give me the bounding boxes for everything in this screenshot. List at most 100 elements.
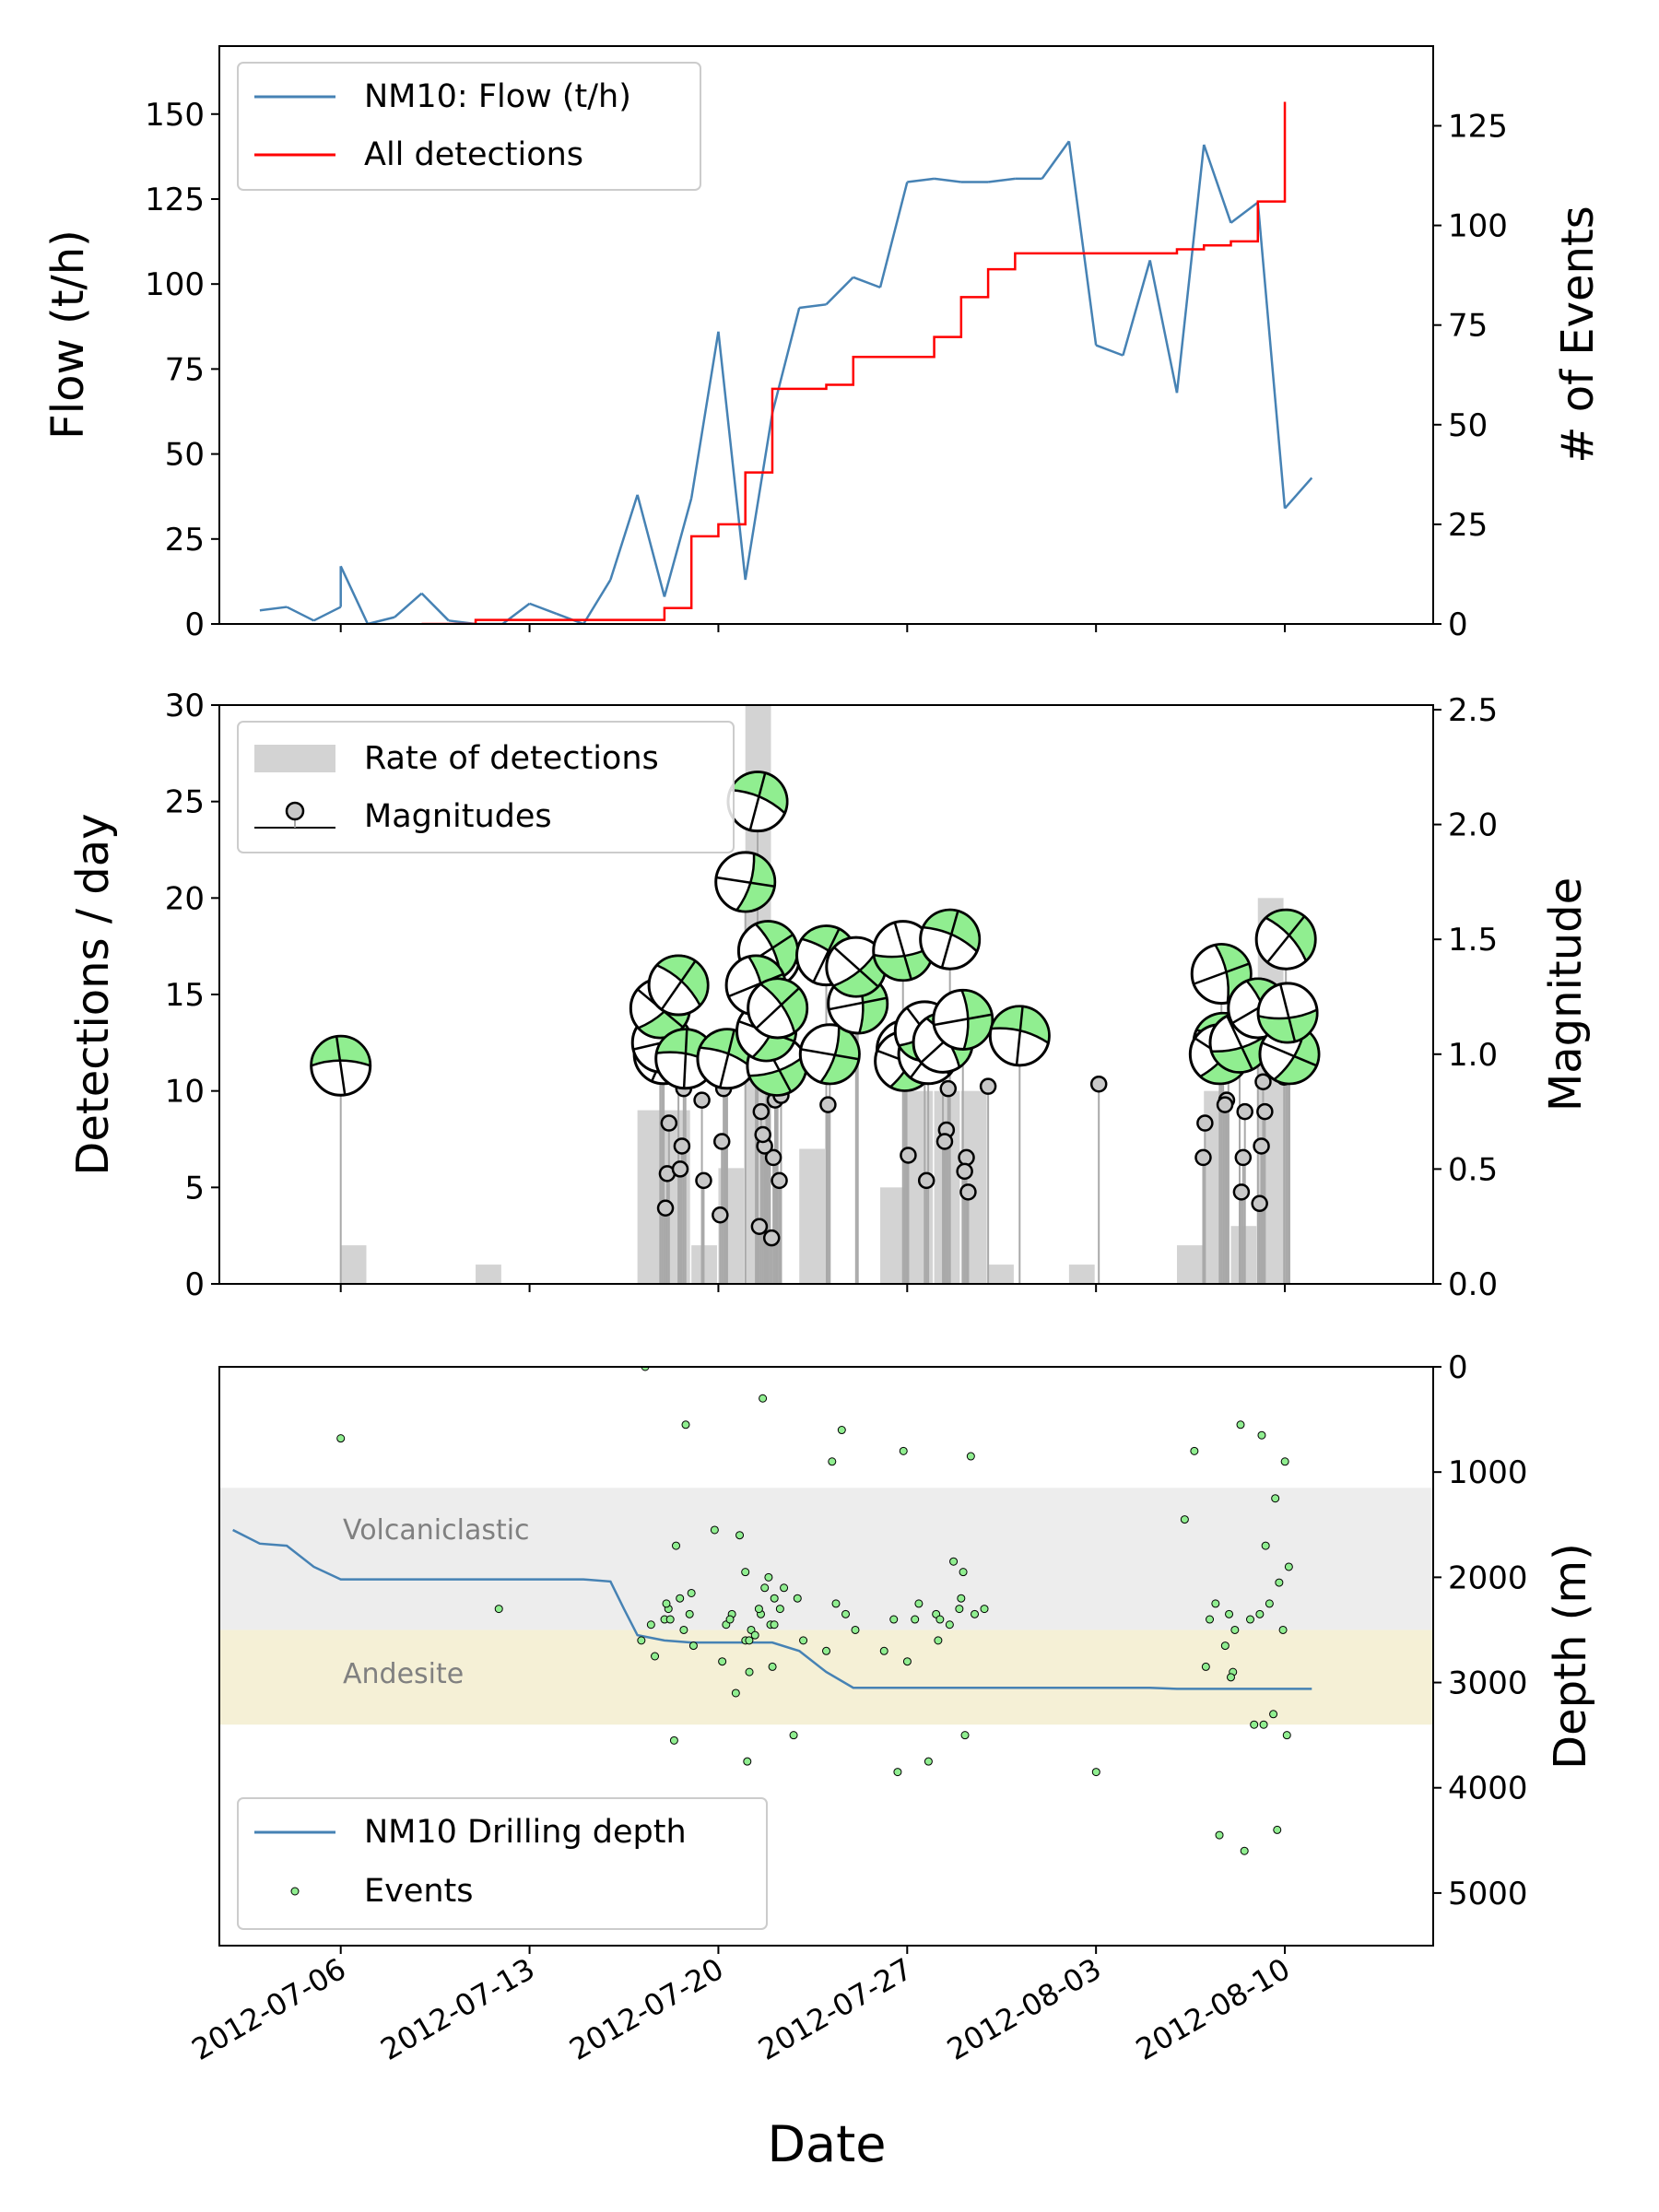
beachball-nodal-plane [1266,915,1306,963]
rate-bar [340,1245,367,1284]
event-point [1269,1710,1278,1719]
flow-line-segment [1203,144,1232,224]
event-point [822,1646,830,1655]
magnitude-marker [900,1147,917,1164]
flow-line-segment [312,606,342,622]
legend-swatch-rate [254,745,335,772]
magnitude-marker [712,1206,729,1224]
magnitude-marker [752,1102,771,1121]
flow-line-segment [367,616,395,624]
events-tick-label: 25 [1448,507,1488,544]
x-tick-label: 2012-07-13 [375,1951,541,2067]
event-point [1227,1673,1235,1682]
flow-tick-label: 25 [165,522,205,559]
rate-bar [1176,1245,1203,1284]
event-point [745,1636,754,1645]
depth-tick-label: 2000 [1448,1559,1528,1596]
event-point [1282,1731,1291,1740]
event-point [1236,1420,1245,1430]
event-point [672,1541,680,1550]
flow-x-ticks [339,624,1287,632]
beachball-compression [1256,1007,1319,1044]
focal-mechanism-beachball [1256,982,1319,1044]
flow-right-ticks: 0 25 50 75 100 125 [1433,108,1508,643]
legend-label-detections: All detections [364,136,583,173]
event-point [1091,1768,1100,1777]
date-xlabel: Date [767,2115,886,2173]
event-point [893,1768,902,1777]
magnitude-marker [750,1218,769,1235]
detections-tick-label: 15 [165,977,205,1014]
magnitude-marker [695,1171,712,1190]
detections-tick-label: 25 [165,784,205,821]
x-tick-label: 2012-07-20 [563,1951,729,2067]
magnitude-marker [656,1199,675,1218]
zone-label-volcaniclastic: Volcaniclastic [343,1514,530,1547]
event-point [770,1620,779,1630]
flow-plot-area [259,101,1313,624]
event-point [1201,1662,1210,1671]
beachball-compression [959,989,994,1051]
flow-line-segment [1230,201,1259,224]
detections-tick-label: 0 [184,1266,205,1303]
magnitude-marker [762,1229,781,1247]
event-point [760,1583,770,1593]
panel-depth: Volcaniclastic Andesite 0 1000 2000 3000 400… [186,1349,1596,2173]
magnitude-tick-label: 2.5 [1448,692,1498,729]
focal-mechanism-beachball [872,920,935,982]
event-point [957,1594,966,1603]
event-point [1246,1615,1254,1624]
event-point [741,1568,750,1577]
flow-line-segment [394,592,423,618]
depth-legend-box [237,1797,768,1930]
flow-line-segment [339,565,370,624]
event-point [679,1625,688,1634]
flow-line-segment [907,177,935,183]
beachball-nodal-plane [682,1029,688,1088]
beachball-nodal-plane [755,987,800,1030]
focal-mechanism-beachball [726,771,789,833]
event-point [1211,1599,1220,1608]
beachball-nodal-plane [1261,1041,1317,1067]
event-point [949,1557,959,1566]
event-point [735,1531,745,1540]
event-point [789,1731,798,1740]
event-point [1206,1615,1215,1624]
flow-line-segment [744,413,774,581]
event-point [966,1452,975,1461]
magnitude-marker [673,1137,691,1155]
detections-tick-label: 10 [165,1074,205,1111]
magnitude-marker [1196,1114,1214,1132]
focal-mechanism-beachball [1254,908,1317,971]
event-point [1190,1446,1199,1455]
flow-line-segment [582,579,612,624]
beachball-nodal-plane [1279,983,1297,1042]
depth-ylabel: Depth (m) [1545,1543,1596,1770]
flow-line-segment [717,331,747,581]
event-point [837,1426,846,1435]
flow-line-segment [636,494,666,597]
magnitude-marker [958,1148,975,1167]
legend-label-drilling: NM10 Drilling depth [364,1814,687,1851]
event-point [750,1630,759,1640]
magnitude-marker [935,1133,954,1150]
magnitude-tick-label: 2.0 [1448,807,1498,844]
flow-tick-label: 75 [165,351,205,388]
x-tick-label: 2012-07-27 [752,1951,918,2067]
flow-line-segment [878,182,909,288]
beachball-nodal-plane [1193,962,1250,985]
beachball-nodal-plane [800,1048,860,1061]
focal-mechanism-beachball [988,1005,1051,1067]
beachball-nodal-plane [940,911,959,969]
rate-bar [988,1265,1014,1284]
flow-line-segment [1284,477,1313,510]
event-point [710,1525,719,1535]
event-point [336,1434,346,1443]
event-point [889,1615,899,1624]
magnitude-marker [754,1125,771,1144]
magnitude-marker [693,1091,711,1109]
beachball-compression [747,1053,808,1097]
events-tick-label: 75 [1448,308,1488,345]
magnitude-marker [671,1160,689,1178]
depth-tick-label: 4000 [1448,1771,1528,1807]
